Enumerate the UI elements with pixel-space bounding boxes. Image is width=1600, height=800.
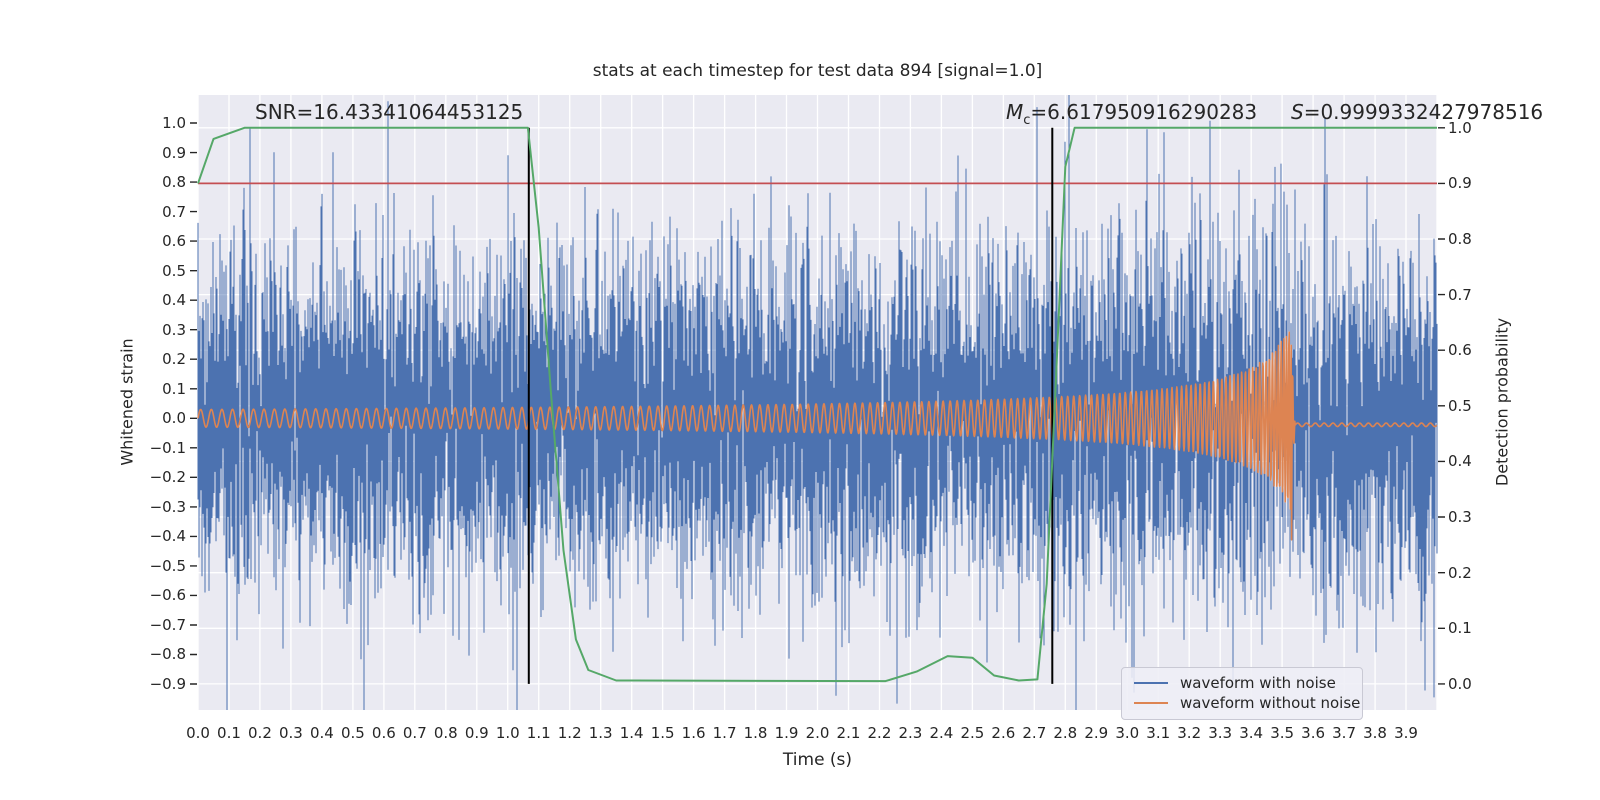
x-tick-label: 0.1 <box>217 724 241 742</box>
left-tick-label: 0.5 <box>162 261 186 280</box>
left-tick-label: −0.3 <box>149 497 186 516</box>
left-tick-label: −0.9 <box>149 675 186 694</box>
x-tick-label: 1.6 <box>681 724 706 742</box>
x-tick-label: 3.7 <box>1332 724 1356 742</box>
left-tick-label: 1.0 <box>162 114 186 133</box>
s-value: =0.9999332427978516 <box>1303 100 1544 124</box>
left-tick-label: −0.2 <box>149 468 186 487</box>
x-tick-label: 0.6 <box>371 724 396 742</box>
x-tick-label: 2.0 <box>805 724 830 742</box>
x-tick-label: 3.8 <box>1363 724 1387 742</box>
x-tick-label: 0.3 <box>278 724 303 742</box>
left-tick-label: 0.9 <box>162 143 186 162</box>
x-tick-label: 1.4 <box>619 724 644 742</box>
x-tick-label: 1.2 <box>557 724 582 742</box>
left-tick-label: 0.2 <box>162 350 186 369</box>
right-tick-label: 0.4 <box>1448 452 1472 471</box>
right-tick-label: 1.0 <box>1448 118 1472 137</box>
x-tick-label: 0.4 <box>309 724 334 742</box>
x-tick-label: 2.1 <box>836 724 861 742</box>
mc-symbol: M <box>1006 100 1024 124</box>
x-tick-label: 2.6 <box>991 724 1016 742</box>
x-tick-label: 1.8 <box>743 724 768 742</box>
x-tick-label: 2.7 <box>1022 724 1047 742</box>
left-tick-label: 0.4 <box>162 291 186 310</box>
annotation-chirp-mass: Mc=6.617950916290283 <box>1006 100 1257 128</box>
x-tick-label: 0.0 <box>186 724 210 742</box>
x-tick-label: 3.2 <box>1177 724 1202 742</box>
x-tick-label: 0.2 <box>248 724 272 742</box>
right-tick-label: 0.6 <box>1448 341 1472 360</box>
right-tick-label: 0.8 <box>1448 230 1472 249</box>
right-tick-label: 0.1 <box>1448 619 1472 638</box>
x-tick-label: 2.8 <box>1053 724 1078 742</box>
x-tick-label: 2.3 <box>898 724 923 742</box>
s-symbol: S <box>1291 100 1304 124</box>
legend-label: waveform with noise <box>1180 674 1336 692</box>
right-tick-label: 0.7 <box>1448 285 1472 304</box>
left-tick-label: 0.8 <box>162 173 186 192</box>
left-tick-label: −0.5 <box>149 556 186 575</box>
left-tick-label: −0.4 <box>149 527 186 546</box>
series-waveform-with-noise <box>197 95 1438 710</box>
right-tick-label: 0.0 <box>1448 674 1472 693</box>
mc-value: =6.617950916290283 <box>1030 100 1258 124</box>
x-tick-label: 0.7 <box>402 724 427 742</box>
x-tick-label: 0.8 <box>433 724 458 742</box>
left-tick-label: −0.7 <box>149 615 186 634</box>
series-waveform-without-noise <box>197 331 1438 541</box>
left-tick-label: 0.1 <box>162 379 186 398</box>
x-tick-label: 0.9 <box>464 724 489 742</box>
x-tick-label: 1.5 <box>650 724 675 742</box>
left-tick-label: 0.3 <box>162 320 186 339</box>
right-tick-label: 0.3 <box>1448 508 1472 527</box>
x-tick-label: 1.3 <box>588 724 613 742</box>
legend-line-sample <box>1134 702 1168 704</box>
right-tick-label: 0.9 <box>1448 174 1472 193</box>
legend-item: waveform with noise <box>1134 673 1352 693</box>
left-tick-label: 0.6 <box>162 232 186 251</box>
right-axis-label: Detection probability <box>1492 317 1512 487</box>
mc-subscript: c <box>1023 113 1031 128</box>
x-tick-label: 2.2 <box>867 724 892 742</box>
left-tick-label: 0.0 <box>162 409 186 428</box>
axis-tick-marks <box>190 122 1445 685</box>
x-tick-label: 3.9 <box>1394 724 1418 742</box>
annotation-significance: S=0.9999332427978516 <box>1291 100 1543 124</box>
x-tick-label: 3.4 <box>1239 724 1264 742</box>
x-tick-label: 3.5 <box>1270 724 1295 742</box>
legend-line-sample <box>1134 682 1168 684</box>
x-axis-label: Time (s) <box>782 750 853 770</box>
x-tick-label: 2.9 <box>1084 724 1109 742</box>
right-tick-label: 0.5 <box>1448 396 1472 415</box>
legend: waveform with noise waveform without nois… <box>1121 667 1363 720</box>
left-axis-label: Whitened strain <box>117 338 137 466</box>
left-tick-label: −0.8 <box>149 645 186 664</box>
annotation-snr: SNR=16.43341064453125 <box>255 100 524 124</box>
x-tick-label: 0.5 <box>340 724 365 742</box>
x-tick-label: 3.6 <box>1301 724 1326 742</box>
legend-label: waveform without noise <box>1180 694 1361 712</box>
right-tick-label: 0.2 <box>1448 563 1472 582</box>
x-tick-label: 3.1 <box>1146 724 1171 742</box>
x-tick-label: 3.0 <box>1115 724 1140 742</box>
x-tick-label: 3.3 <box>1208 724 1233 742</box>
x-tick-label: 1.1 <box>526 724 551 742</box>
x-tick-label: 1.9 <box>774 724 799 742</box>
series-detection-probability <box>197 126 1437 683</box>
left-tick-label: 0.7 <box>162 202 186 221</box>
x-tick-label: 2.4 <box>929 724 954 742</box>
chart-title: stats at each timestep for test data 894… <box>592 61 1043 81</box>
x-tick-label: 1.7 <box>712 724 737 742</box>
left-tick-label: −0.1 <box>149 438 186 457</box>
left-tick-label: −0.6 <box>149 586 186 605</box>
legend-item: waveform without noise <box>1134 693 1360 713</box>
x-tick-label: 2.5 <box>960 724 985 742</box>
x-tick-label: 1.0 <box>495 724 520 742</box>
